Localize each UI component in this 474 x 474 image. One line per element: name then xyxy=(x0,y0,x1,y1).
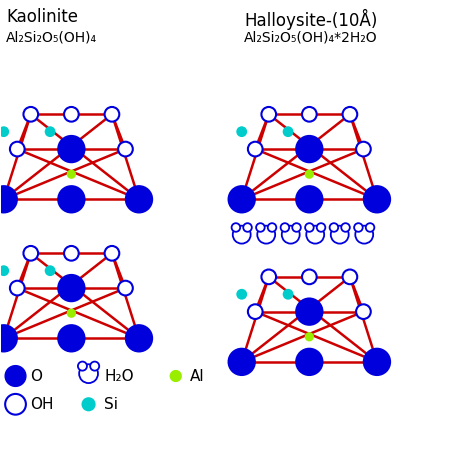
Circle shape xyxy=(248,142,263,156)
Text: O: O xyxy=(30,368,42,383)
Circle shape xyxy=(170,370,182,382)
Circle shape xyxy=(343,270,357,284)
Circle shape xyxy=(364,349,390,375)
Circle shape xyxy=(292,223,301,232)
Circle shape xyxy=(5,394,26,415)
Circle shape xyxy=(305,332,314,341)
Circle shape xyxy=(78,362,87,371)
Circle shape xyxy=(118,142,133,156)
Circle shape xyxy=(228,349,255,375)
Circle shape xyxy=(58,325,84,351)
Text: Al₂Si₂O₅(OH)₄*2H₂O: Al₂Si₂O₅(OH)₄*2H₂O xyxy=(244,31,378,45)
Circle shape xyxy=(262,107,276,122)
Circle shape xyxy=(82,397,96,411)
Circle shape xyxy=(0,265,9,276)
Circle shape xyxy=(356,304,371,319)
Circle shape xyxy=(64,246,79,261)
Circle shape xyxy=(281,223,289,232)
Circle shape xyxy=(58,136,84,162)
Circle shape xyxy=(302,107,317,122)
Circle shape xyxy=(90,362,99,371)
Circle shape xyxy=(296,299,322,325)
Circle shape xyxy=(10,142,25,156)
Circle shape xyxy=(329,223,338,232)
Circle shape xyxy=(257,226,275,244)
Text: H₂O: H₂O xyxy=(104,368,134,383)
Circle shape xyxy=(317,223,325,232)
Circle shape xyxy=(5,365,26,386)
Circle shape xyxy=(58,275,84,301)
Circle shape xyxy=(364,186,390,212)
Circle shape xyxy=(67,170,76,179)
Circle shape xyxy=(356,142,371,156)
Circle shape xyxy=(331,226,349,244)
Circle shape xyxy=(105,107,119,122)
Text: Si: Si xyxy=(104,397,118,412)
Circle shape xyxy=(23,246,38,261)
Circle shape xyxy=(282,226,300,244)
Circle shape xyxy=(10,281,25,295)
Circle shape xyxy=(296,349,322,375)
Circle shape xyxy=(228,186,255,212)
Circle shape xyxy=(354,223,363,232)
Circle shape xyxy=(248,304,263,319)
Circle shape xyxy=(45,265,55,276)
Circle shape xyxy=(268,223,276,232)
Circle shape xyxy=(296,136,322,162)
Circle shape xyxy=(233,226,251,244)
Circle shape xyxy=(243,223,252,232)
Circle shape xyxy=(23,107,38,122)
Text: Halloysite-(10Å): Halloysite-(10Å) xyxy=(244,9,377,29)
Circle shape xyxy=(305,223,314,232)
Circle shape xyxy=(64,107,79,122)
Circle shape xyxy=(0,126,9,137)
Circle shape xyxy=(79,364,98,383)
Circle shape xyxy=(118,281,133,295)
Circle shape xyxy=(58,186,84,212)
Circle shape xyxy=(341,223,350,232)
Circle shape xyxy=(343,107,357,122)
Circle shape xyxy=(126,186,152,212)
Circle shape xyxy=(296,186,322,212)
Text: Al: Al xyxy=(190,368,204,383)
Circle shape xyxy=(366,223,374,232)
Circle shape xyxy=(356,226,373,244)
Circle shape xyxy=(0,325,17,351)
Circle shape xyxy=(237,289,247,300)
Circle shape xyxy=(105,246,119,261)
Circle shape xyxy=(126,325,152,351)
Circle shape xyxy=(305,170,314,179)
Circle shape xyxy=(262,270,276,284)
Text: OH: OH xyxy=(30,397,53,412)
Circle shape xyxy=(45,126,55,137)
Circle shape xyxy=(0,186,17,212)
Circle shape xyxy=(237,126,247,137)
Text: Al₂Si₂O₅(OH)₄: Al₂Si₂O₅(OH)₄ xyxy=(6,31,97,45)
Text: Kaolinite: Kaolinite xyxy=(6,9,78,27)
Circle shape xyxy=(302,270,317,284)
Circle shape xyxy=(232,223,240,232)
Circle shape xyxy=(283,289,293,300)
Circle shape xyxy=(67,309,76,318)
Circle shape xyxy=(283,126,293,137)
Circle shape xyxy=(306,226,324,244)
Circle shape xyxy=(256,223,264,232)
